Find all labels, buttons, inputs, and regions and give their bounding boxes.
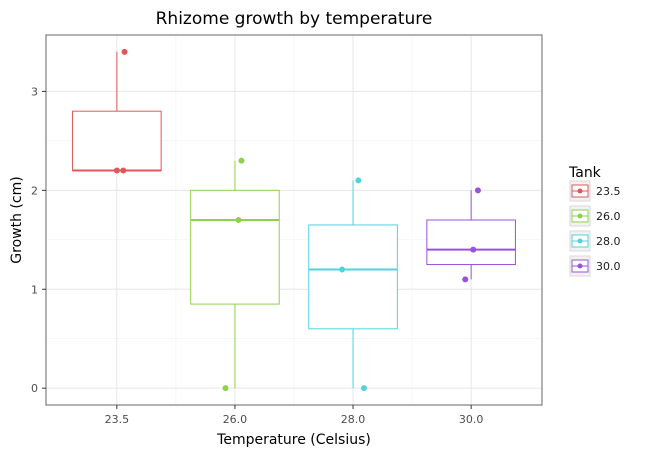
x-tick-label: 26.0 — [223, 413, 248, 426]
box-iqr — [308, 224, 398, 330]
points-layer — [113, 48, 481, 392]
legend-title: Tank — [568, 165, 602, 181]
data-point — [339, 266, 346, 273]
legend-label: 28.0 — [596, 235, 621, 248]
data-point — [355, 177, 362, 184]
data-point — [120, 167, 127, 174]
data-point — [470, 246, 477, 253]
y-tick-label: 3 — [31, 85, 38, 98]
legend-key-point — [577, 238, 583, 244]
legend-key-point — [577, 188, 583, 194]
legend-key-point — [577, 263, 583, 269]
data-point — [121, 48, 128, 55]
legend-label: 30.0 — [596, 260, 621, 273]
box-iqr — [426, 219, 516, 266]
box-iqr — [190, 189, 280, 305]
data-point — [235, 217, 242, 223]
y-tick-label: 0 — [31, 382, 38, 395]
legend-label: 26.0 — [596, 210, 621, 223]
axis-ticks: 0 1 2 3 23.5 26.0 28.0 30.0 — [31, 85, 483, 426]
data-point — [474, 187, 481, 194]
y-tick-label: 2 — [31, 184, 38, 197]
data-point — [360, 385, 367, 392]
x-tick-label: 23.5 — [105, 413, 130, 426]
data-point — [462, 276, 469, 283]
box-iqr — [72, 110, 162, 172]
x-tick-label: 28.0 — [341, 413, 366, 426]
legend-key-point — [577, 213, 583, 219]
x-axis-label: Temperature (Celsius) — [216, 432, 371, 448]
legend-label: 23.5 — [596, 185, 621, 198]
x-tick-label: 30.0 — [459, 413, 484, 426]
data-point — [238, 157, 245, 164]
chart-title: Rhizome growth by temperature — [156, 9, 433, 29]
y-tick-label: 1 — [31, 283, 38, 296]
legend: Tank 23.5 26.0 28.0 30.0 — [568, 165, 621, 277]
plot-border — [45, 34, 543, 406]
data-point — [113, 167, 120, 174]
y-axis-label: Growth (cm) — [9, 176, 25, 263]
data-point — [222, 385, 229, 392]
